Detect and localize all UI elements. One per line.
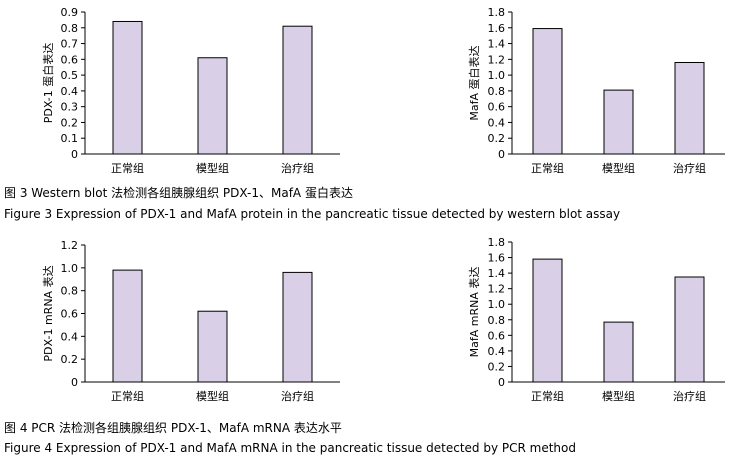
y-tick-label: 0.5 xyxy=(61,69,79,82)
y-tick-label: 0.2 xyxy=(61,116,79,129)
y-tick-label: 0.2 xyxy=(61,353,79,366)
y-tick-label: 0.2 xyxy=(488,360,506,373)
bar-2 xyxy=(197,310,228,383)
x-category-label: 正常组 xyxy=(531,389,564,403)
bar-1 xyxy=(532,258,563,383)
figure-4-caption-en: Figure 4 Expression of PDX-1 and MafA mR… xyxy=(4,441,576,455)
y-tick-label: 0 xyxy=(498,148,505,161)
x-category-label: 治疗组 xyxy=(281,389,314,403)
y-tick-label: 0.9 xyxy=(61,6,79,19)
figure-4-caption-cn: 图 4 PCR 法检测各组胰腺组织 PDX-1、MafA mRNA 表达水平 xyxy=(4,421,342,435)
y-tick-label: 0.4 xyxy=(61,85,79,98)
y-tick-label: 0.4 xyxy=(488,345,506,358)
bar-2 xyxy=(197,57,228,155)
bar-3 xyxy=(282,25,313,155)
y-axis-title: MafA mRNA 表达 xyxy=(467,267,481,358)
y-tick-label: 0.4 xyxy=(61,330,79,343)
x-category-label: 正常组 xyxy=(531,161,564,175)
y-tick-label: 0.1 xyxy=(61,132,79,145)
x-category-label: 治疗组 xyxy=(673,161,706,175)
x-category-label: 治疗组 xyxy=(281,161,314,175)
y-tick-label: 1.0 xyxy=(488,298,506,311)
bar-1 xyxy=(112,20,143,155)
y-tick-label: 1.6 xyxy=(488,22,506,35)
y-tick-label: 0.6 xyxy=(61,308,79,321)
y-tick-label: 1.8 xyxy=(488,6,506,19)
y-tick-label: 0.6 xyxy=(488,101,506,114)
y-tick-label: 0.2 xyxy=(488,132,506,145)
bar-3 xyxy=(674,276,705,383)
y-tick-label: 0.3 xyxy=(61,101,79,114)
pdx1-protein-chart: 0 0.1 0.2 0.3 0.4 0.5 0.6 0.7 0.8 0.9 PDX-1 蛋白表达正常… xyxy=(41,6,340,175)
figure-3-caption-cn: 图 3 Western blot 法检测各组胰腺组织 PDX-1、MafA 蛋白… xyxy=(4,186,353,200)
figure-3-caption-en: Figure 3 Expression of PDX-1 and MafA pr… xyxy=(4,207,621,221)
y-tick-label: 0.8 xyxy=(488,85,506,98)
y-tick-label: 0.7 xyxy=(61,38,79,51)
bar-3 xyxy=(282,271,313,383)
y-tick-label: 1.4 xyxy=(488,38,506,51)
x-category-label: 治疗组 xyxy=(673,389,706,403)
y-axis-title: PDX-1 mRNA 表达 xyxy=(41,265,55,361)
y-tick-label: 1.2 xyxy=(61,239,79,252)
mafa-mrna-chart: 0 0.2 0.4 0.6 0.8 1.0 1.2 1.4 1.6 1.8 MafA mRNA 表达… xyxy=(467,236,725,403)
y-tick-label: 1.2 xyxy=(488,53,506,66)
x-category-label: 模型组 xyxy=(196,161,229,175)
y-tick-label: 1.0 xyxy=(61,262,79,275)
y-tick-label: 0 xyxy=(498,376,505,389)
x-category-label: 模型组 xyxy=(196,389,229,403)
bar-1 xyxy=(532,28,563,155)
y-tick-label: 0 xyxy=(71,376,78,389)
y-tick-label: 1.6 xyxy=(488,252,506,265)
bar-2 xyxy=(603,89,634,155)
y-tick-label: 1.4 xyxy=(488,267,506,280)
y-tick-label: 1.2 xyxy=(488,283,506,296)
bar-2 xyxy=(603,321,634,383)
y-tick-label: 0.6 xyxy=(488,329,506,342)
bar-1 xyxy=(112,269,143,383)
y-tick-label: 0.8 xyxy=(488,314,506,327)
x-category-label: 正常组 xyxy=(111,389,144,403)
y-tick-label: 0.4 xyxy=(488,116,506,129)
y-axis-title: MafA 蛋白表达 xyxy=(467,45,481,120)
mafa-protein-chart: 0 0.2 0.4 0.6 0.8 1.0 1.2 1.4 1.6 1.8 MafA 蛋白表达正常组… xyxy=(467,6,725,175)
y-tick-label: 1.0 xyxy=(488,69,506,82)
x-category-label: 模型组 xyxy=(602,161,635,175)
y-tick-label: 0.6 xyxy=(61,53,79,66)
y-tick-label: 0.8 xyxy=(61,22,79,35)
y-tick-label: 0.8 xyxy=(61,285,79,298)
y-tick-label: 0 xyxy=(71,148,78,161)
x-category-label: 模型组 xyxy=(602,389,635,403)
bar-3 xyxy=(674,61,705,155)
y-axis-title: PDX-1 蛋白表达 xyxy=(41,43,55,124)
x-category-label: 正常组 xyxy=(111,161,144,175)
y-tick-label: 1.8 xyxy=(488,236,506,249)
